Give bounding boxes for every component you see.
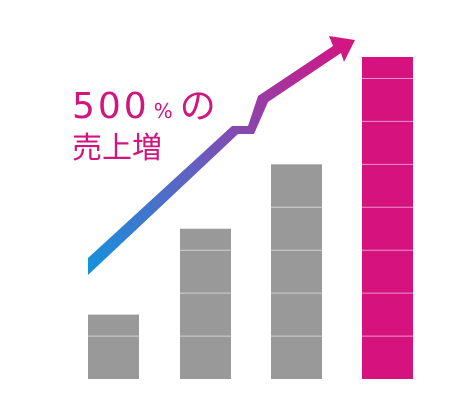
bar: [271, 164, 322, 379]
title-number: 500: [72, 86, 150, 127]
bar: [88, 314, 139, 379]
chart-title: 500% の: [72, 86, 219, 127]
title-particle: の: [180, 86, 219, 127]
bar: [180, 228, 231, 379]
title-unit: %: [154, 99, 176, 123]
bar: [362, 57, 413, 379]
chart-subtitle: 売上増: [72, 131, 162, 166]
bars: [88, 57, 413, 379]
growth-arrow: [88, 36, 355, 275]
